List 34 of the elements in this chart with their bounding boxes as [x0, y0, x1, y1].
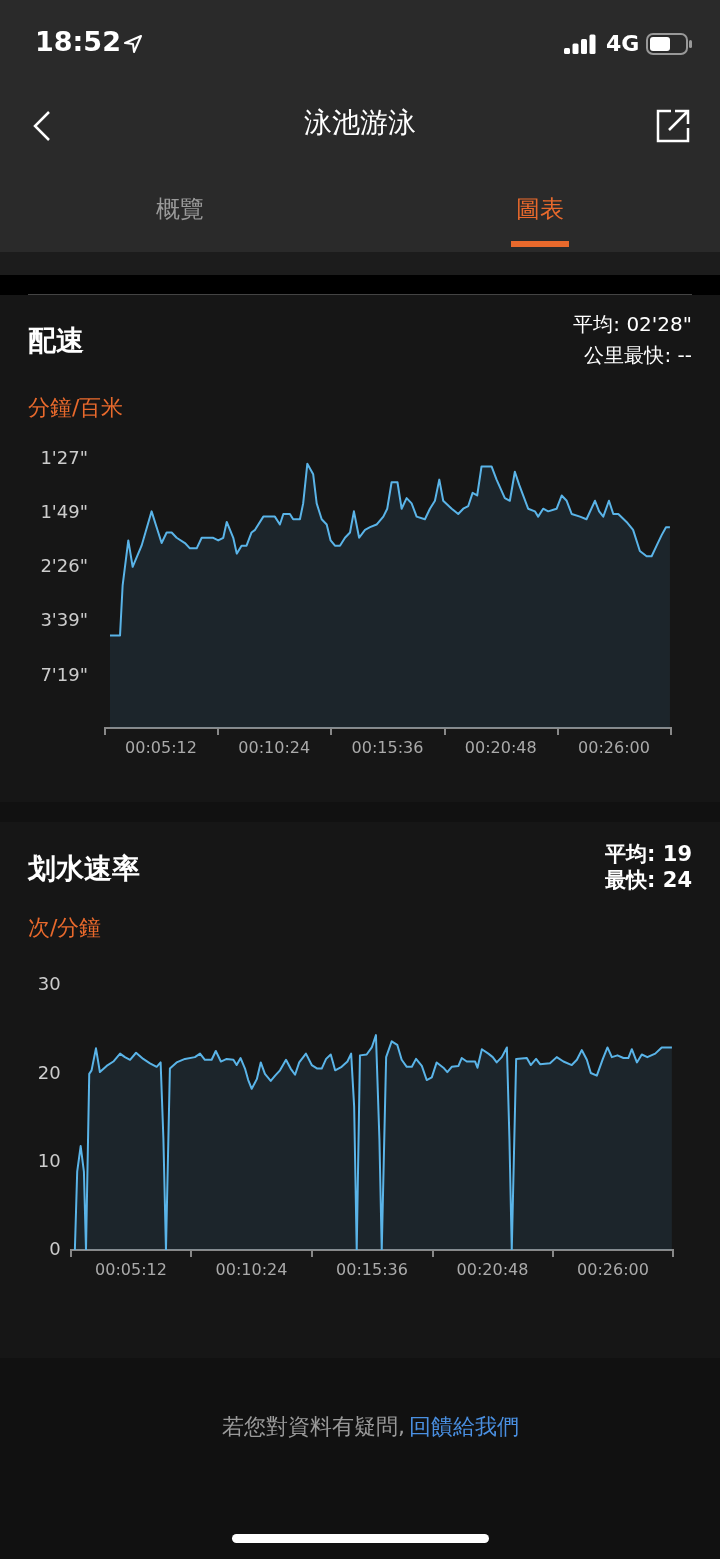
- x-tick-label: 00:20:48: [456, 1259, 529, 1279]
- x-tick-label: 00:26:00: [578, 737, 650, 757]
- text: 最快: 24: [605, 868, 692, 894]
- x-tick-label: 00:15:36: [351, 737, 424, 757]
- text: 平均: 19: [605, 842, 692, 868]
- text: 4G: [606, 31, 640, 58]
- text: 圖表: [515, 195, 565, 224]
- x-tick-label: 00:05:12: [95, 1259, 167, 1279]
- text: 2'26": [40, 555, 88, 577]
- x-tick-label: 00:26:00: [577, 1259, 649, 1279]
- x-tick-label: 00:15:36: [336, 1259, 408, 1279]
- y-tick-label: 10: [37, 1149, 61, 1171]
- text: 3'39": [40, 609, 88, 631]
- text: 平均: 02'28": [573, 312, 692, 336]
- text: 7'19": [40, 664, 88, 686]
- text: 1'27": [40, 447, 88, 469]
- y-tick-label: 20: [37, 1061, 61, 1083]
- y-axis-title: 分鐘/百米: [28, 394, 124, 422]
- y-tick-label: 30: [37, 973, 61, 995]
- x-tick-label: 00:10:24: [238, 737, 311, 757]
- text: 泳池游泳: [303, 106, 417, 140]
- y-tick-label: 0: [49, 1237, 61, 1259]
- chart-title: 划水速率: [28, 851, 140, 887]
- x-tick-label: 00:10:24: [215, 1259, 288, 1279]
- x-tick-label: 00:05:12: [125, 737, 197, 757]
- text: 18:52: [35, 26, 121, 59]
- text: 若您對資料有疑問,: [222, 1414, 405, 1441]
- text: 1'49": [40, 501, 88, 523]
- text: 公里最快: --: [584, 343, 692, 367]
- text: 概覽: [155, 195, 205, 224]
- text: 回饋給我們: [409, 1414, 519, 1441]
- y-axis-title: 次/分鐘: [28, 914, 102, 942]
- chart-title: 配速: [28, 323, 84, 359]
- x-tick-label: 00:20:48: [464, 737, 537, 757]
